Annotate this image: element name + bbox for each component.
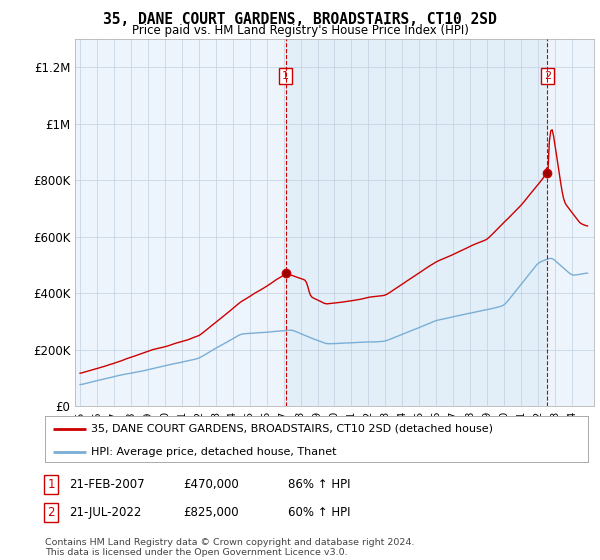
Text: 2: 2 [544, 71, 551, 81]
Text: 21-JUL-2022: 21-JUL-2022 [69, 506, 142, 519]
Text: £825,000: £825,000 [183, 506, 239, 519]
Text: 21-FEB-2007: 21-FEB-2007 [69, 478, 145, 491]
Text: 86% ↑ HPI: 86% ↑ HPI [288, 478, 350, 491]
Text: 2: 2 [47, 506, 55, 519]
Text: Contains HM Land Registry data © Crown copyright and database right 2024.
This d: Contains HM Land Registry data © Crown c… [45, 538, 415, 557]
Text: 35, DANE COURT GARDENS, BROADSTAIRS, CT10 2SD (detached house): 35, DANE COURT GARDENS, BROADSTAIRS, CT1… [91, 424, 493, 434]
Text: HPI: Average price, detached house, Thanet: HPI: Average price, detached house, Than… [91, 447, 337, 457]
Text: 60% ↑ HPI: 60% ↑ HPI [288, 506, 350, 519]
Text: 1: 1 [47, 478, 55, 491]
Bar [286, 39, 547, 406]
Text: Price paid vs. HM Land Registry's House Price Index (HPI): Price paid vs. HM Land Registry's House … [131, 24, 469, 36]
Text: 1: 1 [282, 71, 289, 81]
Text: 35, DANE COURT GARDENS, BROADSTAIRS, CT10 2SD: 35, DANE COURT GARDENS, BROADSTAIRS, CT1… [103, 12, 497, 27]
Text: £470,000: £470,000 [183, 478, 239, 491]
